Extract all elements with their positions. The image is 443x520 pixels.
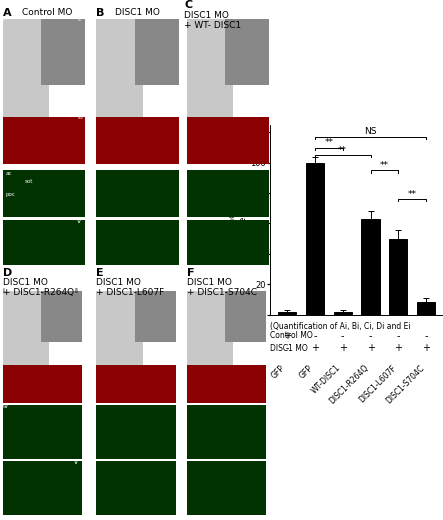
Text: +: + — [366, 343, 374, 353]
Bar — [389, 239, 408, 315]
FancyBboxPatch shape — [187, 220, 269, 265]
Text: DISC1-R264Q: DISC1-R264Q — [328, 363, 370, 406]
Bar — [417, 303, 435, 315]
Text: DISC1 MO
+ WT- DISC1: DISC1 MO + WT- DISC1 — [184, 10, 241, 30]
Bar — [334, 311, 352, 315]
Text: iv: iv — [3, 165, 9, 171]
FancyBboxPatch shape — [187, 406, 266, 459]
Text: **: ** — [380, 161, 389, 170]
Bar — [361, 219, 380, 315]
Text: +: + — [283, 331, 291, 341]
Text: WT-DISC1: WT-DISC1 — [310, 363, 343, 396]
FancyBboxPatch shape — [96, 406, 176, 459]
Text: v: v — [74, 459, 78, 465]
FancyBboxPatch shape — [3, 170, 85, 217]
FancyBboxPatch shape — [187, 365, 266, 403]
Text: iv: iv — [3, 403, 9, 409]
Text: -: - — [424, 331, 428, 341]
Text: i: i — [3, 16, 5, 22]
FancyBboxPatch shape — [3, 406, 82, 459]
Text: DISC1-S704C: DISC1-S704C — [385, 363, 426, 405]
FancyBboxPatch shape — [96, 19, 143, 119]
Text: C: C — [184, 0, 192, 10]
Text: NS: NS — [364, 127, 377, 136]
Text: GFP: GFP — [298, 363, 315, 380]
Text: DISC1 MO
+ DISC1-S704C: DISC1 MO + DISC1-S704C — [187, 278, 257, 297]
FancyBboxPatch shape — [187, 461, 266, 515]
Text: ii: ii — [74, 288, 78, 294]
Text: ii: ii — [77, 16, 81, 22]
Text: DISC1 MO
+ DISC1-L607F: DISC1 MO + DISC1-L607F — [96, 278, 164, 297]
Text: iii: iii — [74, 359, 80, 366]
Text: DISC1 MO
+ DISC1-R264Q: DISC1 MO + DISC1-R264Q — [3, 278, 74, 297]
Bar — [278, 311, 296, 315]
FancyBboxPatch shape — [96, 461, 176, 515]
Text: **: ** — [338, 146, 347, 155]
Text: D: D — [3, 268, 12, 278]
FancyBboxPatch shape — [3, 116, 85, 164]
FancyBboxPatch shape — [96, 291, 143, 367]
Text: -: - — [285, 343, 289, 353]
FancyBboxPatch shape — [41, 19, 85, 85]
Text: F: F — [187, 268, 194, 278]
Text: -: - — [369, 331, 372, 341]
Text: DISC1 MO: DISC1 MO — [270, 344, 308, 353]
Text: GFP: GFP — [270, 363, 287, 380]
FancyBboxPatch shape — [41, 291, 82, 342]
Text: (Quantification of Ai, Bi, Ci, Di and Ei: (Quantification of Ai, Bi, Ci, Di and Ei — [270, 322, 411, 331]
Text: B: B — [96, 8, 105, 18]
FancyBboxPatch shape — [135, 19, 179, 85]
Text: ac: ac — [5, 171, 12, 176]
Text: +: + — [311, 343, 319, 353]
FancyBboxPatch shape — [96, 116, 179, 164]
Text: +: + — [422, 343, 430, 353]
Text: DISC1-L607F: DISC1-L607F — [358, 363, 398, 404]
Text: poc: poc — [5, 192, 16, 197]
Text: v: v — [77, 218, 81, 224]
Text: **: ** — [408, 190, 417, 199]
Text: +: + — [339, 343, 347, 353]
FancyBboxPatch shape — [187, 19, 233, 119]
Text: i: i — [3, 288, 5, 294]
Text: -: - — [313, 331, 317, 341]
FancyBboxPatch shape — [225, 291, 266, 342]
FancyBboxPatch shape — [3, 291, 50, 367]
FancyBboxPatch shape — [96, 365, 176, 403]
Text: **: ** — [324, 138, 333, 147]
Text: A: A — [3, 8, 12, 18]
FancyBboxPatch shape — [3, 19, 50, 119]
Text: DISC1 MO: DISC1 MO — [115, 8, 160, 17]
Y-axis label: % Abnormal
Wnt Phenotype: % Abnormal Wnt Phenotype — [228, 187, 248, 252]
Text: Control MO: Control MO — [22, 8, 72, 17]
FancyBboxPatch shape — [187, 170, 269, 217]
FancyBboxPatch shape — [225, 19, 269, 85]
Text: sot: sot — [25, 179, 33, 184]
FancyBboxPatch shape — [187, 291, 233, 367]
Text: +: + — [394, 343, 402, 353]
FancyBboxPatch shape — [187, 116, 269, 164]
FancyBboxPatch shape — [135, 291, 176, 342]
FancyBboxPatch shape — [96, 220, 179, 265]
FancyBboxPatch shape — [3, 365, 82, 403]
FancyBboxPatch shape — [3, 461, 82, 515]
FancyBboxPatch shape — [96, 170, 179, 217]
Bar — [306, 163, 324, 315]
Text: Control MO: Control MO — [270, 331, 313, 341]
Text: iii: iii — [77, 114, 83, 120]
Text: E: E — [96, 268, 104, 278]
Text: -: - — [341, 331, 344, 341]
FancyBboxPatch shape — [3, 220, 85, 265]
Text: -: - — [396, 331, 400, 341]
